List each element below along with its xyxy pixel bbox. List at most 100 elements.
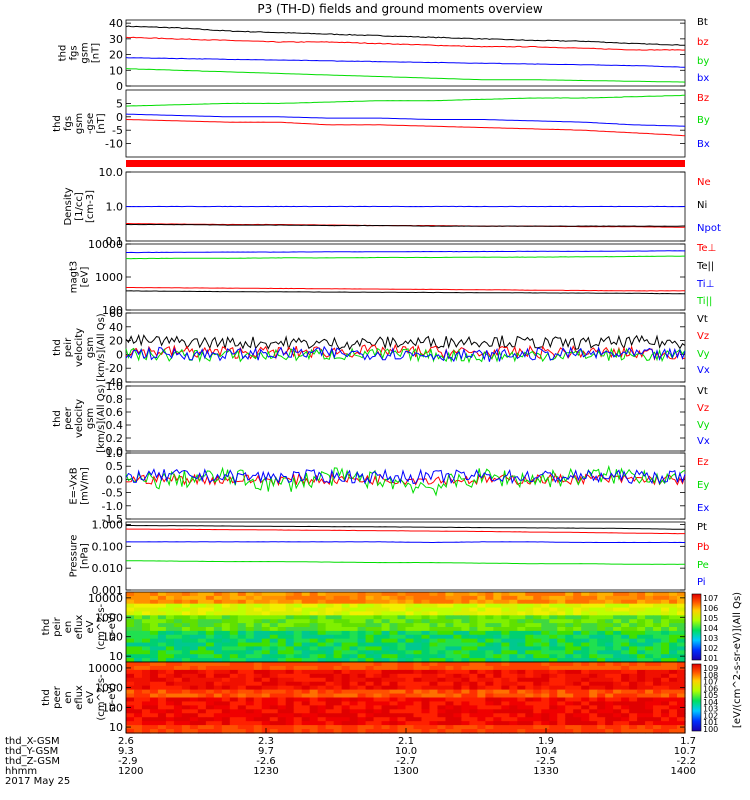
heatmap-cell [245,627,255,632]
heatmap-cell [205,717,215,722]
heatmap-cell [333,713,343,718]
heatmap-cell [605,646,614,651]
heatmap-cell [573,717,582,722]
heatmap-cell [253,603,263,609]
heatmap-cell [485,713,494,718]
heatmap-cell [229,607,239,613]
heatmap-cell [621,599,630,605]
heatmap-cell [509,697,518,703]
x-row-value: 1.7 [680,736,696,747]
heatmap-cell [421,650,431,655]
heatmap-cell [357,665,367,671]
heatmap-cell [597,634,606,640]
heatmap-cell [126,673,135,679]
heatmap-cell [141,638,151,644]
heatmap-cell [349,701,359,706]
heatmap-cell [509,642,518,648]
heatmap-cell [157,607,167,613]
heatmap-cell [149,705,159,710]
heatmap-cell [485,717,494,722]
heatmap-cell [149,619,159,624]
heatmap-cell [565,630,574,636]
heatmap-cell [581,689,590,695]
heatmap-cell [549,709,558,714]
heatmap-cell [453,669,462,675]
heatmap-cell [549,673,558,679]
heatmap-cell [381,693,391,699]
heatmap-cell [453,646,462,651]
heatmap-cell [341,623,351,628]
y-axis-label: sr-eV) [107,683,118,712]
heatmap-cell [581,627,590,632]
heatmap-cell [349,619,359,624]
heatmap-cell [197,677,207,683]
heatmap-cell [541,623,550,628]
heatmap-cell [461,697,470,703]
heatmap-cell [149,654,159,659]
heatmap-cell [133,646,143,651]
heatmap-cell [365,638,375,644]
y-tick-label: 10000 [88,662,123,675]
heatmap-cell [509,603,518,609]
heatmap-cell [325,677,335,683]
heatmap-cell [565,603,574,609]
heatmap-cell [541,595,550,601]
heatmap-cell [173,709,183,714]
heatmap-cell [677,607,686,613]
heatmap-cell [477,681,486,687]
heatmap-cell [645,689,654,695]
heatmap-cell [549,721,558,726]
heatmap-cell [245,685,255,691]
heatmap-cell [613,630,622,636]
heatmap-cell [261,673,271,679]
heatmap-cell [429,677,439,683]
heatmap-cell [581,615,590,620]
heatmap-cell [357,709,367,714]
heatmap-cell [629,638,638,644]
heatmap-cell [445,627,455,632]
y-tick-label: 10 [109,64,123,77]
heatmap-cell [181,603,191,609]
series-line [125,113,686,127]
heatmap-cell [349,650,359,655]
heatmap-cell [141,642,151,648]
heatmap-cell [541,725,550,730]
heatmap-cell [157,669,167,675]
heatmap-cell [573,725,582,730]
heatmap-cell [397,634,407,640]
heatmap-cell [237,681,247,687]
heatmap-cell [413,669,423,675]
heatmap-cell [429,642,439,648]
heatmap-cell [189,642,199,648]
heatmap-cell [357,650,367,655]
heatmap-cell [365,705,375,710]
heatmap-cell [405,701,415,706]
heatmap-cell [605,685,614,691]
heatmap-cell [605,592,614,597]
heatmap-cell [253,599,263,605]
heatmap-cell [629,677,638,683]
heatmap-cell [149,658,159,663]
heatmap-cell [637,630,646,636]
heatmap-cell [261,662,271,667]
heatmap-cell [149,713,159,718]
heatmap-cell [589,673,598,679]
heatmap-cell [301,689,311,695]
heatmap-cell [389,697,399,703]
heatmap-cell [261,685,271,691]
heatmap-cell [469,603,478,609]
heatmap-cell [637,603,646,609]
y-axis-label: gsm [80,42,91,63]
heatmap-cell [221,673,231,679]
heatmap-cell [525,729,534,734]
heatmap-cell [573,669,582,675]
heatmap-cell [613,592,622,597]
heatmap-cell [653,599,662,605]
heatmap-cell [149,709,159,714]
heatmap-cell [261,689,271,695]
heatmap-cell [461,599,470,605]
heatmap-cell [565,654,574,659]
heatmap-cell [637,638,646,644]
heatmap-cell [277,673,287,679]
series-line [125,472,686,487]
